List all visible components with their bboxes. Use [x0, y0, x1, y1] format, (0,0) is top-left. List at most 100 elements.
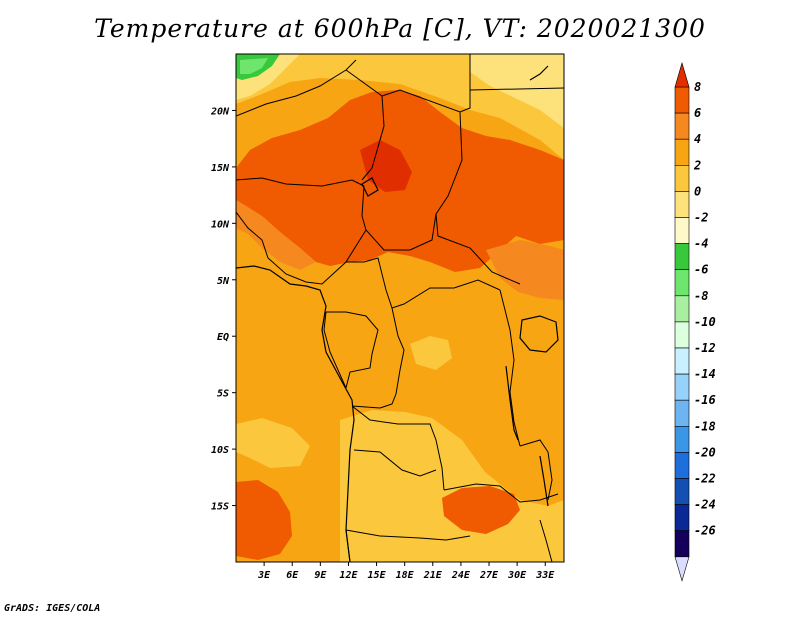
- lat-tick-label: 15N: [211, 163, 230, 174]
- border-line: [267, 229, 367, 285]
- colorbar-segment: [674, 478, 690, 505]
- border-line: [499, 289, 521, 447]
- colorbar-segment: [674, 530, 690, 558]
- lon-tick-label: 18E: [396, 570, 415, 581]
- colorbar-label: 6: [694, 106, 701, 120]
- colorbar-label: -22: [694, 472, 716, 486]
- footer-credit: GrADS: IGES/COLA: [4, 603, 101, 614]
- colorbar-segment: [674, 504, 690, 532]
- border-line: [361, 185, 437, 251]
- border-line: [326, 311, 379, 389]
- coastline-lake-tanganyika: [505, 365, 519, 441]
- colorbar-label: -24: [694, 498, 716, 512]
- colorbar-bottom-arrow: [674, 556, 690, 582]
- border-line: [519, 439, 553, 501]
- border-line: [435, 111, 521, 285]
- border-line: [345, 69, 385, 181]
- lat-tick-label: 5N: [217, 276, 230, 287]
- lon-tick-label: 9E: [314, 570, 327, 581]
- border-line: [539, 519, 553, 562]
- colorbar-label: -8: [694, 289, 708, 303]
- colorbar-label: -14: [694, 367, 716, 381]
- border-line: [469, 87, 564, 91]
- lon-tick-label: 12E: [339, 570, 358, 581]
- map-frame: [235, 53, 565, 563]
- field-north-light: [236, 54, 564, 160]
- colorbar: 8 6 4 2 0 -2 -4 -6 -8 -10 -12 -14 -16 -18 -20 -22 -24 -26: [674, 61, 716, 582]
- colorbar-label: -4: [694, 237, 708, 251]
- lon-tick-label: 27E: [479, 570, 499, 581]
- colorbar-label: -20: [694, 445, 716, 459]
- colorbar-segment: [674, 217, 690, 244]
- coastline-lake-chad: [361, 177, 379, 197]
- map-title: Temperature at 600hPa [C], VT: 202002130…: [94, 14, 706, 43]
- lat-tick-label: 10S: [211, 445, 229, 456]
- lat-tick-label: 10N: [211, 219, 230, 230]
- field-far-north-lightgreen: [240, 58, 268, 74]
- latitude-axis: 20N 15N 10N 5N EQ 5S 10S 15S: [210, 106, 236, 513]
- border-line: [236, 177, 365, 187]
- longitude-axis: 3E 6E 9E 12E 15E 18E 21E 24E 27E 30E 33E: [257, 562, 555, 581]
- lat-tick-label: 15S: [211, 502, 229, 513]
- coastline-gulf: [236, 265, 355, 562]
- colorbar-label: -12: [694, 341, 716, 355]
- temperature-field: [236, 54, 564, 562]
- colorbar-segment: [674, 295, 690, 323]
- coastline-red-sea: [529, 65, 549, 81]
- border-line: [443, 483, 559, 503]
- colorbar-label: -16: [694, 393, 716, 407]
- border-line: [236, 211, 269, 259]
- colorbar-label: -2: [694, 211, 708, 225]
- colorbar-label: 2: [693, 158, 701, 172]
- field-central-light-patch: [410, 336, 452, 370]
- colorbar-segment: [674, 452, 690, 479]
- coastline-lake-victoria: [519, 315, 559, 353]
- colorbar-segment: [674, 165, 690, 192]
- border-line: [345, 529, 471, 541]
- colorbar-segment: [674, 321, 690, 349]
- colorbar-segment: [674, 347, 690, 375]
- border-line: [323, 311, 347, 389]
- colorbar-segment: [674, 373, 690, 401]
- colorbar-segment: [674, 86, 690, 114]
- colorbar-segment: [674, 191, 690, 218]
- lon-tick-label: 15E: [368, 570, 387, 581]
- field-southwest-warm-patch: [236, 480, 292, 560]
- colorbar-segment: [674, 269, 690, 297]
- colorbar-label: 0: [694, 184, 701, 198]
- border-line: [351, 307, 405, 409]
- border-line: [346, 257, 501, 309]
- lon-tick-label: 3E: [257, 570, 271, 581]
- colorbar-label: -10: [694, 315, 716, 329]
- border-line: [351, 405, 445, 491]
- colorbar-label: -6: [694, 263, 708, 277]
- lon-tick-label: 30E: [507, 570, 527, 581]
- colorbar-segment: [674, 243, 690, 271]
- colorbar-segment: [674, 425, 690, 453]
- lat-tick-label: 5S: [217, 389, 229, 400]
- colorbar-label: -26: [694, 524, 716, 538]
- colorbar-label: 4: [694, 132, 701, 146]
- lon-tick-label: 33E: [535, 570, 555, 581]
- field-southwest-light: [236, 418, 310, 468]
- coastline: [236, 65, 559, 562]
- lon-tick-label: 6E: [286, 570, 299, 581]
- border-line: [236, 59, 357, 117]
- colorbar-segment: [674, 138, 690, 166]
- colorbar-top-arrow: [674, 61, 690, 88]
- field-sahel-west-edge: [236, 200, 316, 270]
- colorbar-label: 8: [694, 80, 701, 94]
- coastline-lake-malawi: [539, 455, 549, 507]
- colorbar-segment: [674, 399, 690, 427]
- lat-tick-label: 20N: [210, 106, 230, 117]
- field-southeast-warm-patch: [442, 486, 520, 534]
- lon-tick-label: 24E: [451, 570, 471, 581]
- lon-tick-label: 21E: [423, 570, 443, 581]
- border-line: [353, 449, 437, 477]
- colorbar-segment: [674, 112, 690, 140]
- field-east-orange: [486, 240, 564, 300]
- colorbar-label: -18: [694, 419, 716, 433]
- field-northeast-yellow: [470, 54, 564, 128]
- lat-tick-label: EQ: [217, 332, 229, 343]
